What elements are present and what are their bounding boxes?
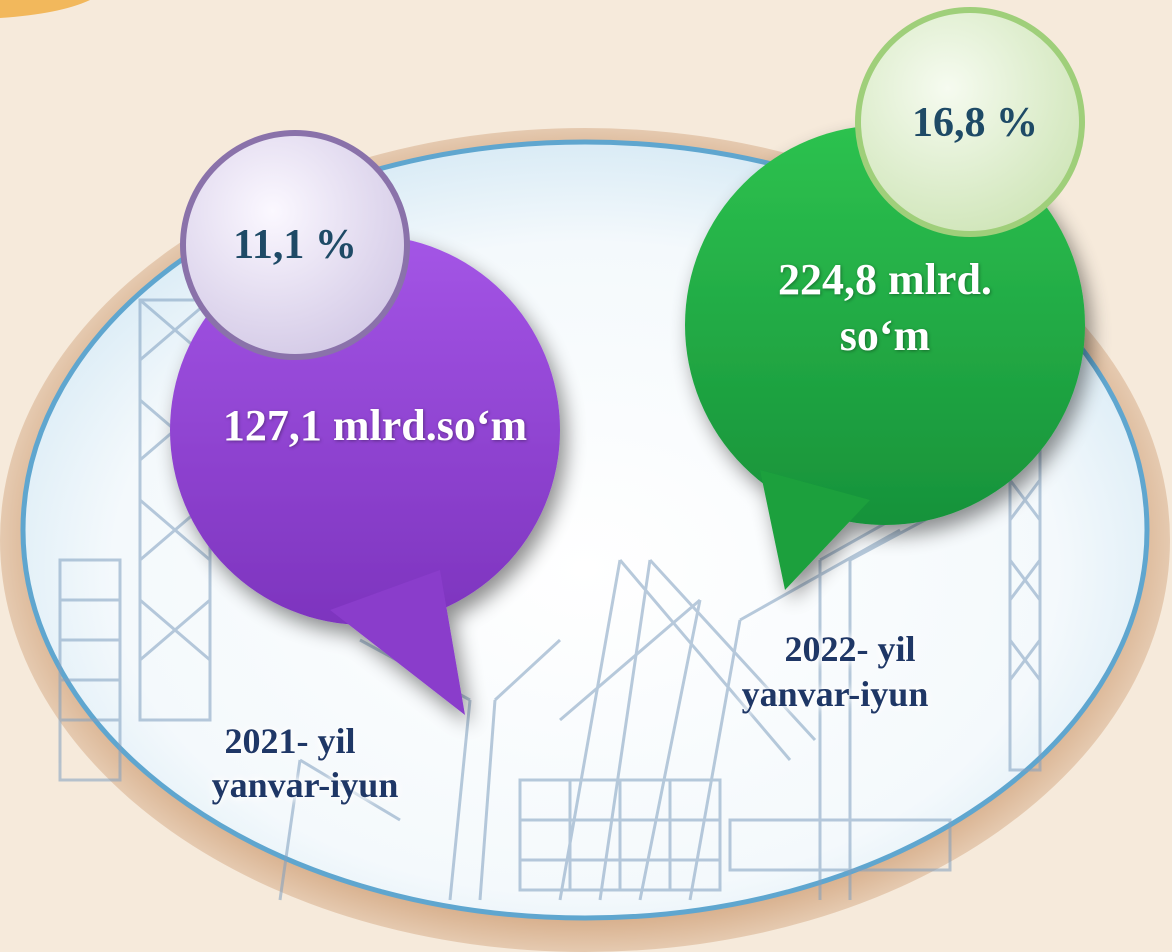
- right-percent: 16,8 %: [912, 100, 1038, 146]
- right-period-line1: 2022- yil: [784, 629, 916, 669]
- left-percent: 11,1 %: [233, 222, 357, 268]
- left-period-line2: yanvar-iyun: [211, 765, 399, 805]
- left-period-line1: 2021- yil: [224, 721, 356, 761]
- left-percent-circle: [180, 130, 410, 360]
- corner-ornament: [0, 0, 90, 18]
- left-amount: 127,1 mlrd.so‘m: [222, 401, 528, 450]
- right-percent-circle: [855, 7, 1085, 237]
- right-period-line2: yanvar-iyun: [741, 674, 929, 714]
- right-amount-line2: so‘m: [839, 311, 931, 360]
- right-amount-line1: 224,8 mlrd.: [778, 255, 992, 304]
